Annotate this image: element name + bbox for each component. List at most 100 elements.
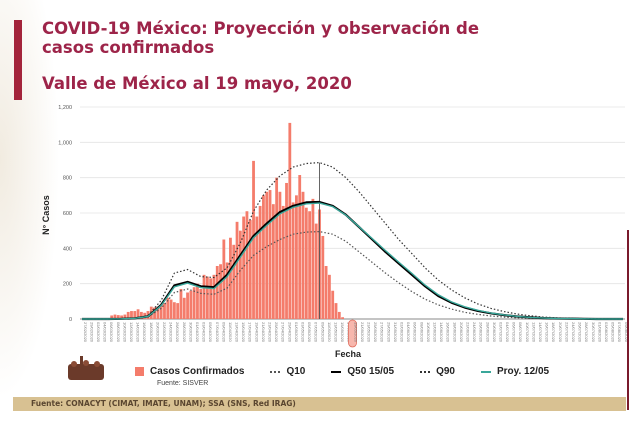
x-axis-label: Fecha: [335, 349, 362, 359]
x-tick-label: 16/03/2020: [142, 322, 147, 343]
x-tick-label: 22/06/2020: [465, 322, 470, 343]
x-tick-label: 20/03/2020: [155, 322, 160, 343]
footer-source: Fuente: CONACYT (CIMAT, IMATE, UNAM); SS…: [13, 397, 626, 411]
bar: [304, 207, 308, 319]
x-tick-label: 01/04/2020: [195, 322, 200, 343]
bar: [199, 288, 203, 319]
x-tick-label: 05/08/2020: [611, 322, 616, 343]
bar: [252, 160, 255, 319]
x-tick-label: 18/07/2020: [551, 322, 556, 343]
x-tick-label: 31/05/2020: [393, 322, 398, 343]
legend-label: Q90: [436, 366, 455, 377]
bar: [242, 216, 246, 319]
legend-item-q10: Q10: [270, 366, 305, 377]
x-tick-labels: 27/02/2020 29/02/2020 02/03/2020 04/03/2020…: [83, 319, 629, 348]
bar: [341, 317, 345, 319]
legend-swatch-solid: [331, 370, 342, 373]
bar: [301, 191, 305, 319]
x-tick-label: 14/03/2020: [136, 322, 141, 343]
bar: [192, 287, 196, 319]
legend-item-proy: Proy. 12/05: [481, 366, 549, 377]
source-note: Fuente: SISVER: [157, 380, 209, 387]
bar: [179, 288, 183, 319]
y-tick-label: 1,000: [58, 140, 72, 146]
bar: [209, 278, 213, 319]
bar: [116, 315, 120, 319]
bar: [186, 292, 189, 319]
x-tick-label: 28/06/2020: [485, 322, 490, 343]
x-tick-label: 18/06/2020: [452, 322, 457, 343]
y-axis-label: N° Casos: [41, 195, 51, 235]
bar: [328, 274, 331, 319]
slide-subtitle: Valle de México al 19 mayo, 2020: [42, 74, 352, 93]
x-tick-label: 01/05/2020: [294, 322, 299, 343]
series-line-q10: [82, 231, 623, 320]
background-ornament: [0, 0, 60, 400]
x-tick-label: 10/07/2020: [525, 322, 530, 343]
x-tick-label: 28/07/2020: [584, 322, 589, 343]
x-tick-label: 24/06/2020: [472, 322, 477, 343]
bar: [126, 311, 130, 319]
bar: [291, 202, 295, 319]
x-tick-label: 27/04/2020: [281, 322, 286, 343]
x-tick-label: 02/03/2020: [96, 322, 101, 343]
x-tick-label: 14/06/2020: [439, 322, 444, 343]
bar: [324, 266, 328, 319]
x-tick-label: 04/06/2020: [406, 322, 411, 343]
bar: [182, 297, 186, 319]
bar: [262, 195, 265, 319]
bar: [229, 237, 232, 319]
bar: [298, 175, 302, 319]
bar: [189, 290, 193, 319]
x-tick-label: 23/05/2020: [366, 322, 371, 343]
chart-legend: Casos Confirmados Q10 Q50 15/05 Q90 Proy…: [135, 366, 549, 377]
x-tick-label: 04/03/2020: [103, 322, 108, 343]
bar: [136, 309, 140, 319]
x-tick-label: 12/03/2020: [129, 322, 134, 343]
bar: [308, 211, 312, 319]
x-tick-label: 29/02/2020: [89, 322, 94, 343]
chart: 0 200 400 600 800 1,000 1,200 27/02/2020 29/02/…: [41, 105, 629, 359]
bar: [225, 262, 229, 319]
x-tick-label: 08/07/2020: [518, 322, 523, 343]
bar: [314, 223, 318, 319]
bar: [331, 290, 335, 319]
x-tick-label: 29/05/2020: [386, 322, 391, 343]
x-tick-label: 24/07/2020: [571, 322, 576, 343]
bar: [159, 304, 163, 319]
x-tick-label: 08/06/2020: [419, 322, 424, 343]
bar: [202, 274, 206, 319]
bar: [334, 303, 338, 319]
x-tick-label: 10/06/2020: [426, 322, 431, 343]
y-tick-label: 0: [69, 317, 72, 323]
bar: [113, 314, 117, 319]
x-tick-label: 02/06/2020: [399, 322, 404, 343]
x-tick-label: 21/04/2020: [261, 322, 266, 343]
x-tick-label: 27/05/2020: [380, 322, 385, 343]
bar: [245, 211, 249, 319]
x-tick-label: 30/03/2020: [188, 322, 193, 343]
x-tick-label: 05/04/2020: [208, 322, 213, 343]
right-edge-line: [627, 230, 629, 410]
x-tick-label: 15/04/2020: [241, 322, 246, 343]
x-tick-label: 22/07/2020: [564, 322, 569, 343]
x-tick-label: 24/03/2020: [169, 322, 174, 343]
bar: [275, 177, 279, 319]
x-tick-label: 03/04/2020: [202, 322, 207, 343]
bar: [238, 230, 242, 319]
x-tick-label: 25/04/2020: [274, 322, 279, 343]
legend-item-casos: Casos Confirmados: [135, 366, 244, 377]
x-tick-label: 14/07/2020: [538, 322, 543, 343]
bar: [271, 204, 275, 319]
highlighted-date-marker: [348, 319, 357, 348]
x-tick-label: 11/05/2020: [327, 322, 332, 342]
x-tick-label: 12/06/2020: [432, 322, 437, 343]
x-tick-label: 19/05/2020: [353, 322, 358, 343]
x-tick-label: 06/06/2020: [413, 322, 418, 343]
y-tick-labels: 0 200 400 600 800 1,000 1,200: [58, 105, 72, 323]
x-tick-label: 26/06/2020: [479, 322, 484, 343]
bar: [285, 182, 288, 319]
x-tick-label: 20/06/2020: [459, 322, 464, 343]
x-tick-label: 13/04/2020: [235, 322, 240, 343]
y-tick-label: 600: [63, 211, 72, 217]
